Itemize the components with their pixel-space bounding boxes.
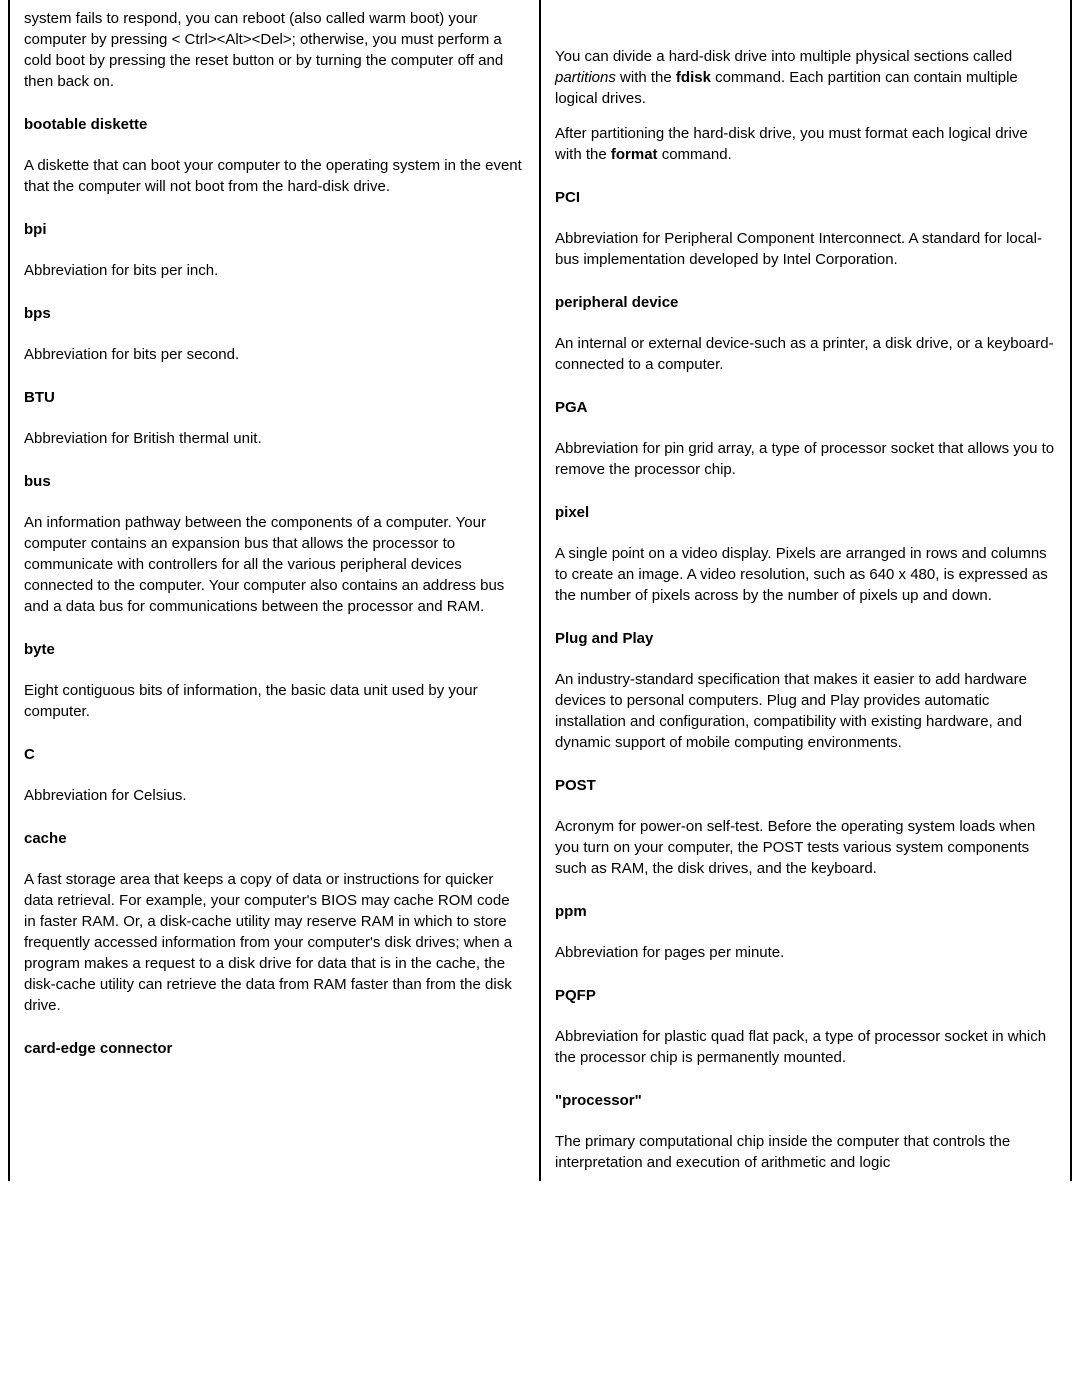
term-c: C (24, 744, 525, 765)
boot-intro-definition: system fails to respond, you can reboot … (24, 8, 525, 92)
partition-p1-bold: fdisk (676, 69, 711, 86)
partition-p2-bold: format (611, 146, 658, 163)
term-pga: PGA (555, 397, 1056, 418)
def-bootable-diskette: A diskette that can boot your computer t… (24, 155, 525, 197)
def-pci: Abbreviation for Peripheral Component In… (555, 228, 1056, 270)
def-bps: Abbreviation for bits per second. (24, 344, 525, 365)
def-byte: Eight contiguous bits of information, th… (24, 680, 525, 722)
def-processor: The primary computational chip inside th… (555, 1131, 1056, 1173)
term-bus: bus (24, 471, 525, 492)
term-byte: byte (24, 639, 525, 660)
term-btu: BTU (24, 387, 525, 408)
glossary-document: system fails to respond, you can reboot … (0, 0, 1080, 1181)
def-c: Abbreviation for Celsius. (24, 785, 525, 806)
def-pixel: A single point on a video display. Pixel… (555, 543, 1056, 606)
term-plug-and-play: Plug and Play (555, 628, 1056, 649)
term-bps: bps (24, 303, 525, 324)
def-pqfp: Abbreviation for plastic quad flat pack,… (555, 1026, 1056, 1068)
def-ppm: Abbreviation for pages per minute. (555, 942, 1056, 963)
term-ppm: ppm (555, 901, 1056, 922)
term-cache: cache (24, 828, 525, 849)
term-pixel: pixel (555, 502, 1056, 523)
term-bpi: bpi (24, 219, 525, 240)
def-partition-p1: You can divide a hard-disk drive into mu… (555, 46, 1056, 109)
def-btu: Abbreviation for British thermal unit. (24, 428, 525, 449)
term-bootable-diskette: bootable diskette (24, 114, 525, 135)
term-pci: PCI (555, 187, 1056, 208)
term-post: POST (555, 775, 1056, 796)
def-post: Acronym for power-on self-test. Before t… (555, 816, 1056, 879)
right-column: You can divide a hard-disk drive into mu… (540, 0, 1072, 1181)
partition-p1-mid: with the (616, 69, 676, 86)
def-pga: Abbreviation for pin grid array, a type … (555, 438, 1056, 480)
term-pqfp: PQFP (555, 985, 1056, 1006)
term-peripheral-device: peripheral device (555, 292, 1056, 313)
def-partition-p2: After partitioning the hard-disk drive, … (555, 123, 1056, 165)
partition-p2-post: command. (658, 146, 732, 163)
def-plug-and-play: An industry-standard specification that … (555, 669, 1056, 753)
def-bus: An information pathway between the compo… (24, 512, 525, 617)
partition-p1-ital: partitions (555, 69, 616, 86)
def-cache: A fast storage area that keeps a copy of… (24, 869, 525, 1016)
partition-p1-pre: You can divide a hard-disk drive into mu… (555, 48, 1012, 65)
def-peripheral-device: An internal or external device-such as a… (555, 333, 1056, 375)
term-card-edge-connector: card-edge connector (24, 1038, 525, 1059)
term-processor: "processor" (555, 1090, 1056, 1111)
left-column: system fails to respond, you can reboot … (8, 0, 540, 1181)
def-bpi: Abbreviation for bits per inch. (24, 260, 525, 281)
